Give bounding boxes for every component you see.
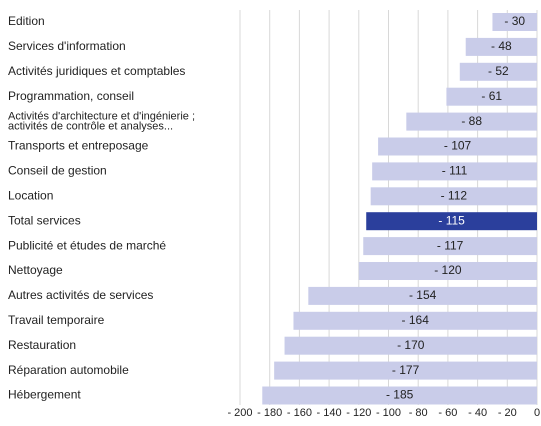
value-label: - 30 — [504, 14, 525, 28]
x-tick-label: 0 — [534, 407, 540, 419]
value-label: - 112 — [441, 188, 468, 202]
category-label: activités de contrôle et analyses... — [8, 121, 173, 133]
value-label: - 117 — [437, 238, 464, 252]
category-label: Autres activités de services — [8, 288, 153, 302]
category-label: Programmation, conseil — [8, 89, 134, 103]
x-tick-label: - 160 — [287, 407, 312, 419]
x-tick-label: - 40 — [468, 407, 487, 419]
category-label: Location — [8, 188, 53, 202]
value-label: - 61 — [481, 89, 502, 103]
x-tick-label: - 100 — [376, 407, 401, 419]
bar — [446, 87, 537, 106]
bar — [372, 162, 537, 181]
value-label: - 120 — [434, 263, 462, 277]
x-tick-label: - 200 — [227, 407, 252, 419]
bar — [293, 311, 537, 330]
x-tick-label: - 60 — [438, 407, 457, 419]
category-label: Hébergement — [8, 388, 81, 402]
x-tick-label: - 140 — [317, 407, 342, 419]
bar — [406, 112, 537, 131]
x-tick-label: - 120 — [346, 407, 371, 419]
x-tick-label: - 80 — [409, 407, 428, 419]
category-label: Nettoyage — [8, 263, 63, 277]
bar — [262, 386, 537, 405]
value-label: - 185 — [386, 388, 414, 402]
category-label: Activités juridiques et comptables — [8, 64, 185, 78]
bar — [363, 237, 537, 256]
value-label: - 111 — [442, 164, 468, 178]
bar — [378, 137, 537, 156]
value-label: - 107 — [444, 139, 472, 153]
category-label: Réparation automobile — [8, 363, 129, 377]
bar — [465, 37, 537, 56]
bar — [274, 361, 537, 380]
category-label: Services d'information — [8, 39, 126, 53]
category-label: Publicité et études de marché — [8, 238, 166, 252]
bar — [459, 62, 537, 81]
bar — [370, 187, 537, 206]
category-label: Edition — [8, 14, 45, 28]
bar — [366, 212, 537, 231]
bar — [284, 336, 537, 355]
value-label: - 52 — [488, 64, 509, 78]
x-tick-label: - 20 — [498, 407, 517, 419]
category-label: Travail temporaire — [8, 313, 105, 327]
value-label: - 170 — [397, 338, 425, 352]
bar — [358, 262, 537, 280]
category-label: Conseil de gestion — [8, 164, 107, 178]
bar — [308, 286, 537, 305]
value-label: - 154 — [409, 288, 437, 302]
value-label: - 48 — [491, 39, 512, 53]
value-label: - 115 — [438, 213, 465, 227]
value-label: - 177 — [392, 363, 420, 377]
bar — [492, 13, 537, 31]
category-label: Total services — [8, 213, 81, 227]
x-tick-label: - 180 — [257, 407, 282, 419]
category-label: Restauration — [8, 338, 76, 352]
category-label: Transports et entreposage — [8, 139, 149, 153]
category-label: Activités d'architecture et d'ingénierie… — [8, 111, 195, 123]
value-label: - 164 — [402, 313, 430, 327]
value-label: - 88 — [461, 114, 482, 128]
